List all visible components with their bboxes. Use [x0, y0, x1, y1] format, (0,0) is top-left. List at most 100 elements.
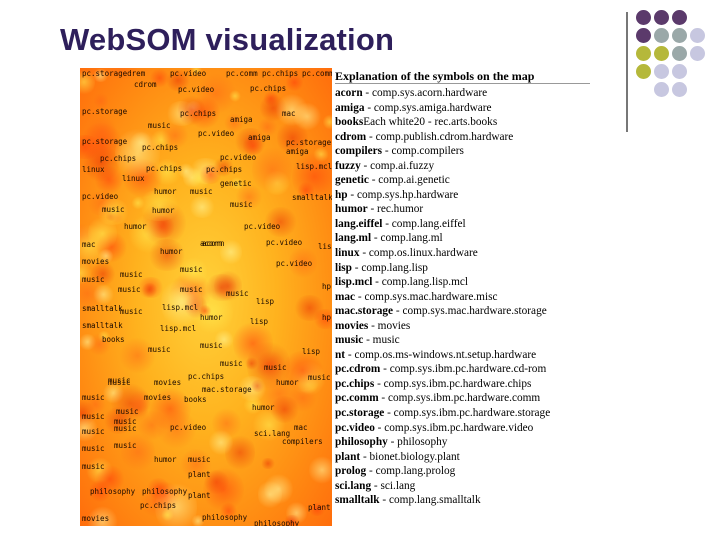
heat-blob [136, 277, 165, 299]
map-label: music [82, 444, 105, 453]
map-label: music [120, 270, 143, 279]
heat-blob [275, 94, 309, 126]
legend-item-desc: - comp.lang.ml [371, 232, 443, 245]
legend-item-abbr: sci.lang [335, 479, 372, 492]
map-label: music [102, 205, 125, 214]
map-label: music [120, 307, 143, 316]
map-label: music [148, 121, 171, 130]
legend-item: lang.eiffel - comp.lang.eiffel [335, 217, 595, 232]
heat-blob [103, 406, 134, 435]
map-label: lisp.mcl [160, 324, 197, 333]
heat-blob [190, 514, 205, 526]
map-label: mac [282, 109, 296, 118]
map-label: movies [144, 393, 172, 402]
map-label: music [190, 187, 213, 196]
legend-item-abbr: lang.eiffel [335, 217, 383, 230]
legend-item-desc: - comp.lang.lisp [351, 261, 428, 274]
decorative-dot [636, 46, 651, 61]
map-label: pc.chips [250, 84, 287, 93]
heat-blob [102, 68, 141, 80]
legend-item: pc.comm - comp.sys.ibm.pc.hardware.comm [335, 391, 595, 406]
map-label: pc.chips [180, 109, 217, 118]
map-label: music [108, 376, 131, 385]
map-label: amiga [286, 147, 309, 156]
legend-item-desc: - comp.sys.ibm.pc.hardware.comm [378, 392, 541, 405]
heat-blob [219, 237, 243, 266]
heat-blob [137, 189, 182, 221]
legend-item-desc: - comp.publish.cdrom.hardware [366, 130, 514, 143]
legend-item: plant - bionet.biology.plant [335, 450, 595, 465]
legend-item-desc: - comp.sys.hp.hardware [347, 188, 459, 201]
legend-item-desc: - comp.sys.ibm.pc.hardware.chips [374, 377, 532, 390]
heat-blob [215, 329, 234, 351]
heat-blob [307, 503, 326, 517]
legend-item-abbr: lang.ml [335, 232, 372, 245]
legend-item-abbr: compilers [335, 145, 383, 158]
legend-item-abbr: nt [335, 348, 346, 361]
heat-blob [80, 68, 95, 97]
divider-line [626, 12, 628, 132]
heat-blob [130, 388, 151, 415]
legend-item-desc: - bionet.biology.plant [360, 450, 460, 463]
heat-blob [241, 137, 265, 156]
heat-blob [268, 396, 300, 424]
heat-blob [80, 134, 102, 159]
map-label: humor [252, 403, 275, 412]
legend-item-abbr: pc.cdrom [335, 363, 381, 376]
map-label: pc.storage [82, 107, 128, 116]
map-label: pc.chips [140, 501, 177, 510]
heat-blob [286, 73, 303, 92]
map-label: pc.chips [206, 165, 243, 174]
decorative-dot [690, 28, 705, 43]
legend-item: pc.video - comp.sys.ibm.pc.hardware.vide… [335, 421, 595, 436]
heat-blob [280, 350, 325, 390]
map-label: music [114, 417, 137, 426]
legend-item-abbr: pc.video [335, 421, 375, 434]
map-label: philosophy [254, 519, 300, 527]
map-label: genetic [220, 179, 252, 188]
legend-item-abbr: cdrom [335, 130, 367, 143]
map-label: linux [82, 165, 105, 174]
heat-blob [292, 150, 332, 204]
heat-blob [93, 92, 109, 110]
heat-blob [145, 477, 172, 500]
legend-item: humor - rec.humor [335, 202, 595, 217]
legend-item: hp - comp.sys.hp.hardware [335, 188, 595, 203]
legend-item: compilers - comp.compilers [335, 144, 595, 159]
map-label: music [264, 363, 287, 372]
map-label: movies [154, 378, 182, 387]
map-label: pc.video [170, 423, 207, 432]
map-label: music [148, 345, 171, 354]
map-label: smalltalk [292, 193, 332, 202]
heat-blob [140, 283, 158, 297]
legend-item: acorn - comp.sys.acorn.hardware [335, 86, 595, 101]
heat-blob [203, 466, 245, 513]
legend-item-abbr: mac [335, 290, 356, 303]
legend-item-abbr: pc.comm [335, 392, 379, 405]
legend-item: lisp - comp.lang.lisp [335, 261, 595, 276]
heat-blob [198, 164, 224, 184]
map-label: smalltalk [82, 304, 123, 313]
map-label: plant [308, 503, 331, 512]
heat-blob [161, 277, 202, 329]
heat-blob [177, 163, 194, 179]
map-label: hp [322, 313, 332, 322]
legend-item-desc: - movies [368, 319, 411, 332]
heat-blob [120, 431, 156, 474]
map-label: music [82, 275, 105, 284]
map-label: lisp [250, 317, 269, 326]
heat-blob [289, 244, 318, 280]
legend-item-abbr: acorn [335, 87, 363, 99]
legend-item: nt - comp.os.ms-windows.nt.setup.hardwar… [335, 348, 595, 363]
map-label: humor [154, 187, 177, 196]
map-label: pc.storage [286, 138, 332, 147]
map-label: lisp [318, 242, 332, 251]
heat-blob [230, 175, 243, 192]
heat-blob [251, 379, 265, 393]
legend-item-abbr: humor [335, 203, 368, 216]
heat-blob [228, 90, 242, 102]
decorative-dot [654, 10, 669, 25]
legend-item-abbr: books [335, 116, 364, 129]
legend-item: genetic - comp.ai.genetic [335, 173, 595, 188]
decorative-dot [636, 64, 651, 79]
